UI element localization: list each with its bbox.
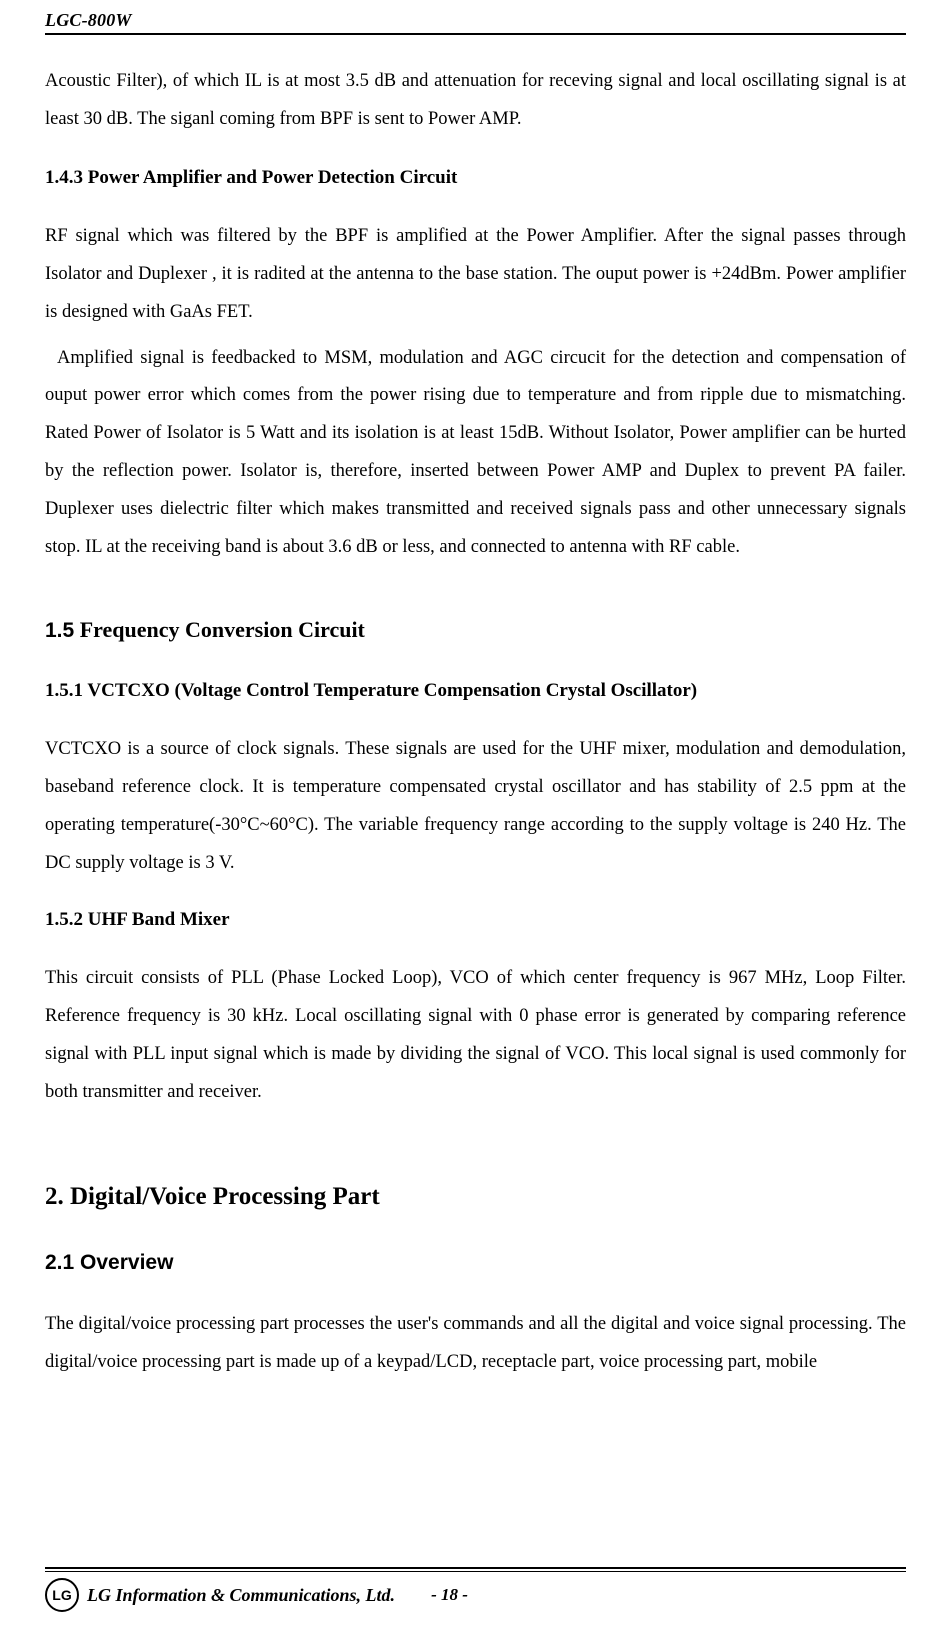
paragraph-vctcxo: VCTCXO is a source of clock signals. The… xyxy=(45,731,906,883)
paragraph-uhf-mixer: This circuit consists of PLL (Phase Lock… xyxy=(45,960,906,1112)
footer-page-number: - 18 - xyxy=(431,1585,468,1605)
footer-company: LG Information & Communications, Ltd. xyxy=(87,1585,395,1606)
paragraph-acoustic-filter: Acoustic Filter), of which IL is at most… xyxy=(45,63,906,139)
header-model: LGC-800W xyxy=(45,10,906,33)
footer-wrap: LG LG Information & Communications, Ltd.… xyxy=(45,1557,906,1626)
lg-logo-icon: LG xyxy=(45,1578,79,1612)
footer-rule-thick xyxy=(45,1567,906,1569)
paragraph-overview: The digital/voice processing part proces… xyxy=(45,1306,906,1382)
footer: LG LG Information & Communications, Ltd.… xyxy=(45,1572,906,1626)
page: LGC-800W Acoustic Filter), of which IL i… xyxy=(0,0,951,1626)
heading-1-5: 1.5 Frequency Conversion Circuit xyxy=(45,607,906,652)
heading-1-4-3: 1.4.3 Power Amplifier and Power Detectio… xyxy=(45,159,906,198)
heading-2: 2. Digital/Voice Processing Part xyxy=(45,1171,906,1222)
heading-2-1: 2.1 Overview xyxy=(45,1241,906,1284)
paragraph-amplified-signal: Amplified signal is feedbacked to MSM, m… xyxy=(45,340,906,568)
heading-1-5-title: Frequency Conversion Circuit xyxy=(74,617,365,642)
header-rule xyxy=(45,33,906,35)
heading-1-5-1: 1.5.1 VCTCXO (Voltage Control Temperatur… xyxy=(45,672,906,711)
body-content: Acoustic Filter), of which IL is at most… xyxy=(45,63,906,1557)
paragraph-rf-signal: RF signal which was filtered by the BPF … xyxy=(45,218,906,332)
heading-1-5-number: 1.5 xyxy=(45,619,74,642)
heading-1-5-2: 1.5.2 UHF Band Mixer xyxy=(45,901,906,940)
